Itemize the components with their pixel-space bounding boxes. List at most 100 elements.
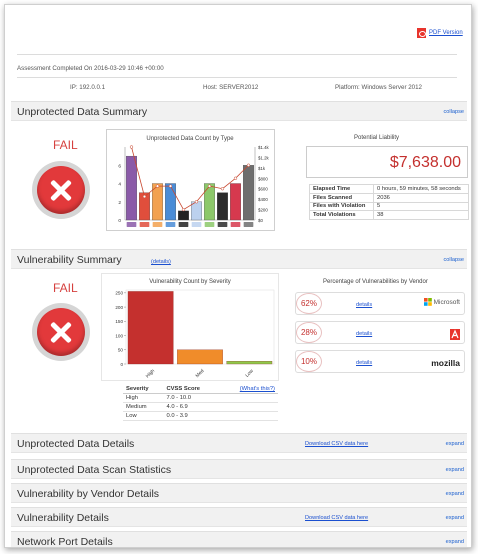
bar bbox=[217, 192, 228, 221]
vendor-details-link[interactable]: details bbox=[356, 360, 373, 366]
table-row: Medium 4.0 - 6.9 bbox=[123, 402, 278, 412]
card-type-icon bbox=[217, 222, 228, 227]
x-tick-label: Med bbox=[195, 368, 206, 379]
expand-link[interactable]: expand bbox=[445, 441, 464, 447]
data-count-chart: Unprotected Data Count by Type 0 2 4 6 $0 $20… bbox=[106, 129, 275, 231]
y-tick-label: 6 bbox=[118, 163, 121, 169]
vendor-pct: 28% bbox=[296, 322, 322, 343]
divider bbox=[17, 54, 457, 55]
vuln-summary-header[interactable]: Vulnerability Summary (details) collapse bbox=[11, 249, 467, 269]
mozilla-logo: mozilla bbox=[431, 358, 460, 368]
line-point bbox=[142, 194, 147, 199]
bar bbox=[230, 183, 241, 221]
expand-link[interactable]: expand bbox=[445, 515, 464, 521]
vendor-details-link[interactable]: details bbox=[356, 302, 373, 308]
vendor-row-mozilla: 10% details mozilla bbox=[295, 350, 465, 373]
table-row: Elapsed Time 0 hours, 59 minutes, 58 seco… bbox=[309, 184, 469, 194]
section-header[interactable]: Network Port Details expand bbox=[11, 531, 467, 547]
expand-link[interactable]: expand bbox=[445, 539, 464, 545]
section-title: Vulnerability Details bbox=[17, 512, 109, 524]
card-type-icon bbox=[191, 222, 202, 227]
report-window: PDF Version Assessment Completed On 2016… bbox=[4, 4, 472, 548]
y-tick-label: 100 bbox=[115, 333, 123, 338]
bar bbox=[204, 183, 215, 221]
fail-status: FAIL bbox=[53, 281, 78, 295]
adobe-logo bbox=[450, 327, 460, 345]
table-row: Low 0.0 - 3.9 bbox=[123, 411, 278, 421]
table-row: Files with Violation 5 bbox=[309, 201, 469, 212]
card-type-icon bbox=[152, 222, 163, 227]
section-header[interactable]: Unprotected Data Scan Statistics expand bbox=[11, 459, 467, 479]
vendor-details-link[interactable]: details bbox=[356, 331, 373, 337]
y-tick-label: 0 bbox=[120, 362, 123, 367]
line-point bbox=[181, 207, 186, 212]
card-type-icon bbox=[126, 222, 137, 227]
y2-tick-label: $200 bbox=[258, 208, 268, 213]
liability-line bbox=[131, 146, 249, 211]
line-point bbox=[168, 184, 173, 188]
vendor-row-adobe: 28% details bbox=[295, 321, 465, 344]
data-count-chart-svg: Unprotected Data Count by Type 0 2 4 6 $0 $20… bbox=[118, 136, 270, 227]
card-type-icon bbox=[139, 222, 150, 227]
section-header[interactable]: Unprotected Data Details Download CSV dat… bbox=[11, 433, 467, 453]
y2-tick-label: $1.2k bbox=[258, 155, 270, 160]
line-point bbox=[246, 163, 251, 167]
bar bbox=[226, 361, 273, 365]
platform-label: Platform: Windows Server 2012 bbox=[335, 84, 423, 91]
section-title: Vulnerability Summary bbox=[17, 254, 122, 266]
download-csv-link[interactable]: Download CSV data here bbox=[305, 441, 369, 447]
unprotected-summary-header[interactable]: Unprotected Data Summary collapse bbox=[11, 101, 467, 121]
table-row: Total Violations 38 bbox=[309, 210, 469, 221]
whats-this-link[interactable]: (What's this?) bbox=[219, 385, 278, 394]
host-label: Host: SERVER2012 bbox=[203, 84, 259, 91]
collapse-link[interactable]: collapse bbox=[443, 257, 464, 263]
vendor-pct-title: Percentage of Vulnerabilities by Vendor bbox=[323, 279, 428, 285]
microsoft-logo: Microsoft bbox=[423, 298, 460, 306]
fail-x-icon bbox=[32, 161, 90, 219]
assessment-date: Assessment Completed On 2016-03-29 10:46… bbox=[17, 65, 164, 72]
vendor-pct: 62% bbox=[296, 293, 322, 314]
y-tick-label: 150 bbox=[115, 319, 123, 324]
section-header[interactable]: Vulnerability Details Download CSV data h… bbox=[11, 507, 467, 527]
y2-tick-label: $1k bbox=[258, 166, 266, 171]
bar bbox=[139, 192, 150, 221]
card-type-icon bbox=[165, 222, 176, 227]
card-type-icon bbox=[230, 222, 241, 227]
line-point bbox=[155, 184, 160, 188]
bar bbox=[177, 349, 223, 365]
table-row: High 7.0 - 10.0 bbox=[123, 393, 278, 403]
expand-link[interactable]: expand bbox=[445, 491, 464, 497]
download-csv-link[interactable]: Download CSV data here bbox=[305, 515, 369, 521]
table-row: Files Scanned 2036 bbox=[309, 192, 469, 203]
card-type-icon bbox=[178, 222, 189, 227]
y2-tick-label: $0 bbox=[258, 218, 263, 223]
line-point bbox=[207, 184, 212, 188]
y-tick-label: 200 bbox=[115, 305, 123, 310]
liability-label: Potential Liability bbox=[354, 135, 400, 141]
bar bbox=[165, 183, 176, 221]
vendor-pct: 10% bbox=[296, 351, 322, 372]
y-tick-label: 50 bbox=[118, 348, 124, 353]
ip-label: IP: 192.0.0.1 bbox=[70, 84, 106, 91]
y2-tick-label: $800 bbox=[258, 176, 268, 181]
y2-tick-label: $400 bbox=[258, 197, 268, 202]
divider bbox=[17, 77, 457, 78]
y-tick-label: 4 bbox=[118, 182, 121, 188]
line-point bbox=[220, 187, 225, 191]
section-title: Unprotected Data Scan Statistics bbox=[17, 464, 172, 476]
line-point bbox=[233, 176, 238, 180]
section-header[interactable]: Vulnerability by Vendor Details expand bbox=[11, 483, 467, 503]
pdf-version-link[interactable]: PDF Version bbox=[417, 28, 463, 38]
bar bbox=[126, 155, 137, 221]
expand-link[interactable]: expand bbox=[445, 467, 464, 473]
collapse-link[interactable]: collapse bbox=[443, 109, 464, 115]
bar bbox=[152, 183, 163, 221]
y2-tick-label: $1.4k bbox=[258, 145, 270, 150]
severity-table: Severity CVSS Score (What's this?) High 7… bbox=[123, 385, 278, 421]
line-point bbox=[129, 145, 134, 149]
details-link[interactable]: (details) bbox=[151, 259, 171, 265]
y2-tick-label: $600 bbox=[258, 187, 268, 192]
severity-chart-svg: Vulnerability Count by Severity 0 50 100 15… bbox=[115, 279, 275, 379]
card-type-icon bbox=[243, 222, 254, 227]
fail-x-icon bbox=[32, 303, 90, 361]
